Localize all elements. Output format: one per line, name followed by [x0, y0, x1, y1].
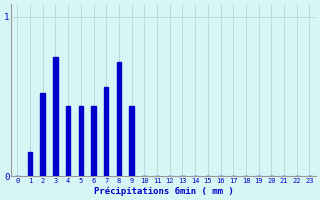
Bar: [104, 87, 108, 176]
Bar: [53, 57, 58, 176]
Bar: [40, 93, 45, 176]
Bar: [129, 106, 134, 176]
Bar: [79, 106, 83, 176]
Bar: [91, 106, 96, 176]
Bar: [28, 152, 32, 176]
Bar: [117, 62, 121, 176]
X-axis label: Précipitations 6min ( mm ): Précipitations 6min ( mm ): [93, 186, 233, 196]
Bar: [66, 106, 70, 176]
